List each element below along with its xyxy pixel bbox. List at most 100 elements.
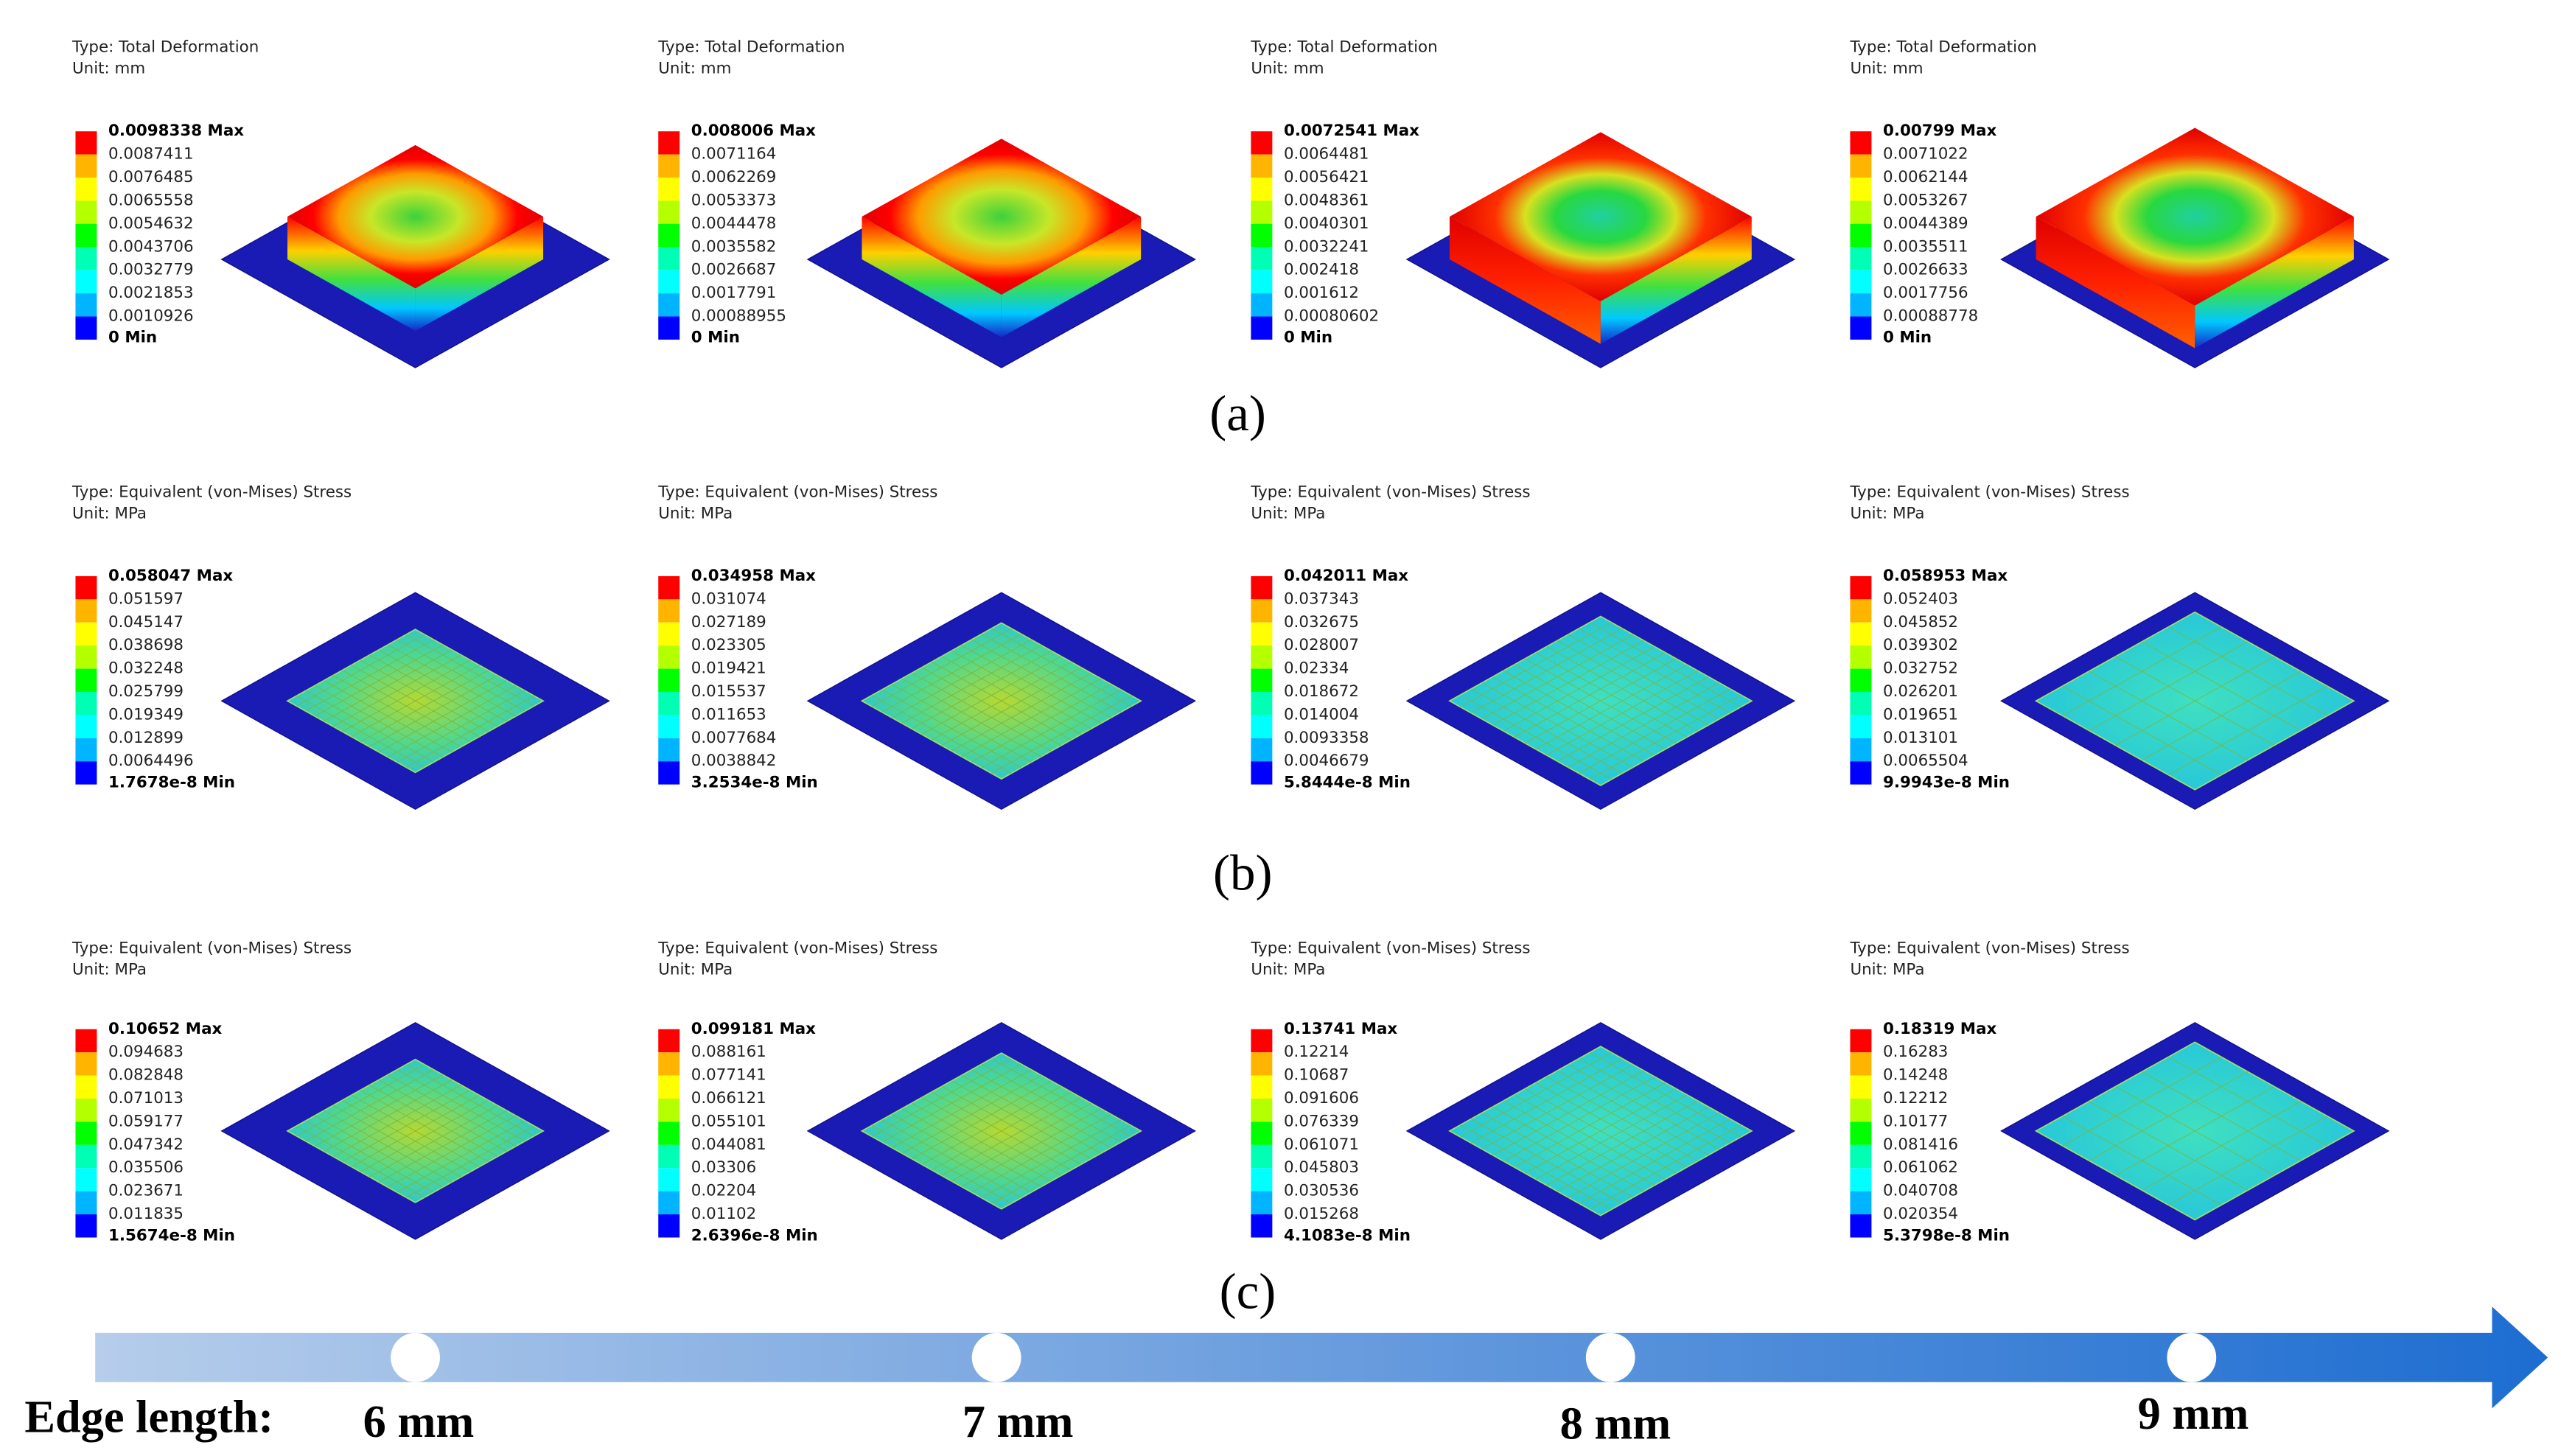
legend-swatch: [1251, 761, 1273, 785]
side-wall: [862, 217, 1002, 337]
legend-label: 0.16283: [1883, 1043, 1948, 1061]
legend-swatch: [1850, 645, 1872, 669]
legend-label: 0.0062269: [691, 168, 777, 186]
legend-label: 0.012899: [108, 729, 184, 747]
legend-label: 0.019349: [108, 705, 184, 724]
mesh-line: [1514, 664, 1666, 750]
legend-label: 0.032248: [108, 659, 184, 678]
legend-label: 0.015268: [1284, 1205, 1359, 1223]
side-wall: [2195, 217, 2354, 349]
mesh-line: [961, 678, 1102, 757]
mesh-line: [396, 1120, 525, 1193]
legend-label: 0.002418: [1284, 261, 1359, 279]
mesh-line: [305, 1120, 434, 1193]
legend-swatch: [658, 645, 680, 669]
legend-swatch: [1850, 1099, 1872, 1122]
legend-label: 0.00080602: [1284, 307, 1379, 326]
mesh-line: [342, 670, 471, 743]
row-label: (c): [1220, 1263, 1276, 1320]
legend-swatch: [1251, 1214, 1273, 1238]
mesh-line: [378, 680, 507, 753]
panel-unit: Unit: mm: [1251, 60, 1324, 78]
mesh-line: [941, 667, 1082, 746]
legend-swatch: [1850, 715, 1872, 738]
panel-unit: Unit: MPa: [1850, 961, 1924, 979]
legend-swatch: [1850, 691, 1872, 715]
legend-swatch: [1850, 575, 1872, 600]
mesh-line: [324, 1110, 453, 1183]
mesh-line: [871, 1124, 1012, 1204]
legend-label: 0.025799: [108, 682, 184, 701]
legend-swatch: [1251, 1075, 1273, 1099]
legend-label: 0.071013: [108, 1089, 184, 1107]
mesh-line: [405, 695, 534, 768]
mesh-line: [2062, 1116, 2222, 1205]
legend-label: 0.032752: [1883, 659, 1958, 678]
legend-label: 5.3798e-8 Min: [1883, 1226, 2010, 1245]
legend-label: 0.077141: [691, 1066, 766, 1085]
mesh-line: [911, 1102, 1052, 1182]
legend-label: 0.023671: [108, 1182, 184, 1200]
panel-type: Type: Equivalent (von-Mises) Stress: [657, 939, 937, 958]
panel-type: Type: Equivalent (von-Mises) Stress: [1849, 483, 2129, 501]
legend-swatch: [75, 691, 97, 715]
mesh-line: [991, 1124, 1131, 1204]
legend-label: 0.023305: [691, 636, 766, 654]
panel-unit: Unit: MPa: [1251, 961, 1325, 979]
legend-swatch: [1850, 270, 1872, 294]
legend-label: 1.5674e-8 Min: [108, 1226, 235, 1245]
legend-swatch: [75, 1214, 97, 1238]
mesh-line: [1514, 1094, 1666, 1180]
legend-swatch: [1251, 154, 1273, 178]
mesh-line: [1535, 1094, 1688, 1180]
mesh-line: [891, 1113, 1032, 1193]
panel-type: Type: Equivalent (von-Mises) Stress: [657, 483, 937, 501]
mesh-line: [1525, 1088, 1677, 1174]
legend-label: 0.0017756: [1883, 284, 1968, 302]
legend-label: 0.066121: [691, 1089, 766, 1107]
legend-label: 0.02334: [1284, 659, 1349, 678]
legend-swatch: [658, 154, 680, 178]
legend-label: 0 Min: [108, 329, 157, 347]
legend-swatch: [75, 1029, 97, 1053]
mesh-line: [388, 1115, 517, 1188]
mesh-line: [378, 1110, 507, 1183]
mesh-line: [314, 685, 444, 757]
legend-label: 0.0053267: [1883, 191, 1968, 209]
legend-swatch: [1251, 200, 1273, 224]
legend-label: 0 Min: [1883, 329, 1932, 347]
legend-label: 0.076339: [1284, 1112, 1359, 1130]
legend-swatch: [1850, 1214, 1872, 1238]
legend-label: 0.0032779: [108, 261, 194, 279]
legend-swatch: [658, 599, 680, 623]
legend-label: 0.011835: [108, 1205, 184, 1223]
timeline-node: [391, 1332, 440, 1382]
mesh-line: [324, 680, 453, 753]
legend-swatch: [1251, 599, 1273, 623]
mesh-line: [1546, 1100, 1698, 1186]
panel-type: Type: Equivalent (von-Mises) Stress: [1250, 939, 1530, 958]
legend-label: 0.10177: [1883, 1112, 1948, 1130]
panel-unit: Unit: MPa: [72, 504, 147, 522]
mesh-line: [351, 1094, 480, 1167]
legend-label: 0.0044389: [1883, 214, 1968, 233]
legend-swatch: [1251, 1099, 1273, 1122]
legend-label: 0.00088955: [691, 307, 786, 326]
legend-swatch: [75, 154, 97, 178]
mesh-line: [1589, 1124, 1741, 1210]
mesh-line: [951, 1102, 1091, 1182]
mesh-line: [911, 672, 1052, 752]
legend-swatch: [658, 691, 680, 715]
legend-swatch: [1251, 1168, 1273, 1191]
mesh-line: [1460, 1124, 1612, 1210]
legend-label: 0.018672: [1284, 682, 1359, 701]
legend-label: 0.0040301: [1284, 214, 1369, 233]
legend-swatch: [1251, 223, 1273, 248]
legend-label: 0.0062144: [1883, 168, 1968, 186]
legend-swatch: [658, 1075, 680, 1099]
mesh-line: [305, 690, 434, 763]
legend-swatch: [75, 645, 97, 669]
panel-type: Type: Equivalent (von-Mises) Stress: [1250, 483, 1530, 501]
legend-swatch: [658, 200, 680, 224]
